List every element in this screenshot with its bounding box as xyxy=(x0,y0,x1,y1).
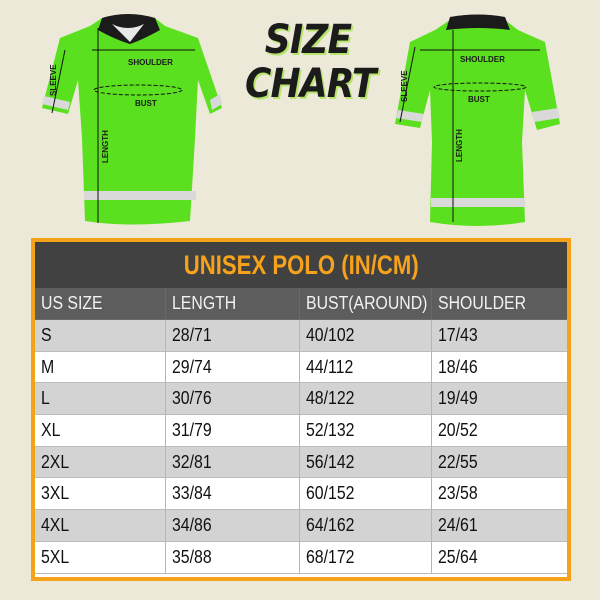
table-cell: 3XL xyxy=(35,478,166,511)
table-cell: S xyxy=(35,320,166,352)
title-line-2: CHART xyxy=(245,61,376,107)
table-cell: 20/52 xyxy=(432,415,567,447)
back-shirt-body xyxy=(395,20,560,226)
back-length-label: LENGTH xyxy=(455,129,464,162)
table-row: 5XL 35/88 68/172 25/64 xyxy=(35,541,567,574)
table-cell: 17/43 xyxy=(432,320,567,352)
collar xyxy=(446,14,510,30)
header-cell: SHOULDER xyxy=(432,288,567,320)
back-bust-label: BUST xyxy=(468,95,490,104)
table-cell: 24/61 xyxy=(432,510,567,542)
header-cell: BUST(AROUND) xyxy=(300,288,432,320)
table-cell: 4XL xyxy=(35,510,166,542)
table-cell: 34/86 xyxy=(166,510,300,542)
title-line-1: SIZE xyxy=(264,17,352,63)
table-cell: L xyxy=(35,383,166,416)
table-cell: 5XL xyxy=(35,541,166,574)
table-cell: 22/55 xyxy=(432,447,567,479)
front-shirt-diagram: SHOULDER BUST SLEEVE LENGTH xyxy=(42,14,222,225)
table-cell: 48/122 xyxy=(300,383,432,416)
table-cell: 30/76 xyxy=(166,383,300,416)
table-cell: 44/112 xyxy=(300,351,432,384)
table-cell: 33/84 xyxy=(166,478,300,511)
table-cell: 18/46 xyxy=(432,352,567,384)
table-cell: 60/152 xyxy=(300,478,432,511)
header-cell: LENGTH xyxy=(166,288,300,320)
table-cell: 32/81 xyxy=(166,446,300,479)
table-cell: 29/74 xyxy=(166,351,300,384)
table-row: L 30/76 48/122 19/49 xyxy=(35,383,567,416)
table-cell: 23/58 xyxy=(432,478,567,511)
table-row: S 28/71 40/102 17/43 xyxy=(35,320,567,352)
table-cell: 2XL xyxy=(35,446,166,479)
front-shoulder-label: SHOULDER xyxy=(128,58,173,67)
header-cell: US SIZE xyxy=(35,288,166,320)
size-table: UNISEX POLO (IN/CM) US SIZE LENGTH BUST(… xyxy=(31,238,571,581)
table-title-text: UNISEX POLO (IN/CM) xyxy=(183,250,419,280)
table-cell: 56/142 xyxy=(300,446,432,479)
back-shirt-diagram: SHOULDER BUST SLEEVE LENGTH xyxy=(395,14,560,226)
table-cell: 28/71 xyxy=(166,320,300,352)
front-bust-label: BUST xyxy=(135,99,157,108)
table-cell: 31/79 xyxy=(166,415,300,447)
table-row: XL 31/79 52/132 20/52 xyxy=(35,415,567,447)
table-cell: 64/162 xyxy=(300,510,432,542)
table-title: UNISEX POLO (IN/CM) xyxy=(35,242,567,288)
front-length-label: LENGTH xyxy=(101,130,110,163)
table-cell: M xyxy=(35,351,166,384)
table-cell: 19/49 xyxy=(432,383,567,416)
table-cell: 40/102 xyxy=(300,320,432,352)
table-row: 2XL 32/81 56/142 22/55 xyxy=(35,446,567,479)
table-cell: 68/172 xyxy=(300,541,432,574)
table-cell: 25/64 xyxy=(432,542,567,574)
table-row: M 29/74 44/112 18/46 xyxy=(35,351,567,384)
table-cell: 52/132 xyxy=(300,415,432,447)
front-sleeve-label: SLEEVE xyxy=(49,64,58,96)
table-cell: 35/88 xyxy=(166,541,300,574)
table-cell: XL xyxy=(35,415,166,447)
size-chart-title: SIZE CHART xyxy=(245,17,376,107)
front-shirt-body xyxy=(42,18,222,225)
back-shoulder-label: SHOULDER xyxy=(460,55,505,64)
table-row: 3XL 33/84 60/152 23/58 xyxy=(35,478,567,511)
table-row: 4XL 34/86 64/162 24/61 xyxy=(35,510,567,542)
table-header-row: US SIZE LENGTH BUST(AROUND) SHOULDER xyxy=(35,288,567,320)
back-sleeve-label: SLEEVE xyxy=(400,70,409,102)
